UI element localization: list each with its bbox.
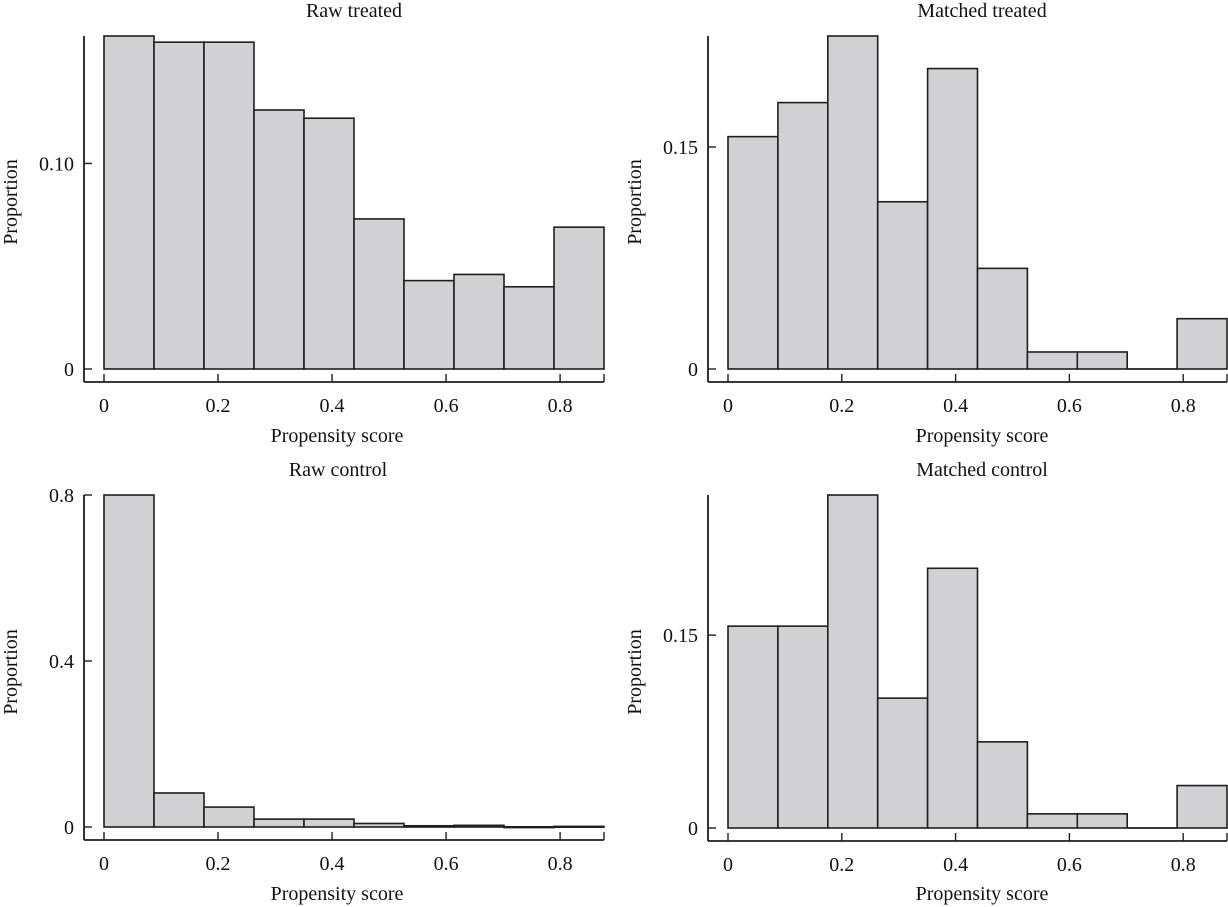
x-tick-label: 0.6 (1057, 395, 1082, 417)
histogram-bar (503, 825, 555, 829)
axes: 0 0.4 0.8 0 0.2 0.4 0.6 0.8 (49, 485, 605, 875)
histogram-bar (876, 200, 929, 370)
histogram-bar (503, 285, 555, 370)
histogram-bar (976, 741, 1029, 829)
histogram-bar (253, 818, 305, 828)
panel-matched-control: Matched control Propensity score Proport… (624, 459, 1228, 905)
panel-title: Raw treated (306, 0, 402, 22)
histogram-bar (403, 279, 455, 370)
histogram-bar (103, 35, 155, 370)
x-tick-label: 0.8 (548, 395, 573, 417)
bar-group (103, 35, 605, 370)
x-tick-label: 0 (99, 853, 109, 875)
x-tick-label: 0 (99, 395, 109, 417)
x-tick-label: 0 (723, 854, 733, 876)
histogram-bar (1076, 351, 1129, 370)
x-tick-label: 0.2 (206, 395, 231, 417)
histogram-bar (727, 135, 779, 370)
histogram-bar (203, 806, 255, 828)
histogram-bar (1176, 784, 1228, 829)
y-tick-label: 0.15 (663, 137, 698, 159)
y-tick-label: 0 (64, 359, 74, 381)
histogram-bar (1026, 813, 1079, 829)
axes: 0 0.15 0 0.2 0.4 0.6 0.8 (663, 36, 1228, 417)
panel-raw-control: Raw control Propensity score Proportion … (0, 459, 605, 905)
bar-group (103, 494, 605, 829)
x-tick-label: 0.4 (320, 853, 345, 875)
bar-group (727, 494, 1228, 829)
x-tick-label: 0 (723, 395, 733, 417)
y-axis-label: Proportion (624, 159, 646, 245)
histogram-bar (553, 825, 605, 828)
histogram-bar (153, 41, 205, 370)
x-tick-label: 0.4 (943, 395, 968, 417)
x-tick-label: 0.2 (829, 395, 854, 417)
histogram-bar (253, 109, 305, 370)
y-tick-label: 0.15 (663, 625, 698, 647)
x-tick-label: 0.2 (829, 854, 854, 876)
x-axis-label: Propensity score (271, 883, 404, 905)
histogram-bar (153, 792, 205, 828)
x-tick-label: 0.8 (548, 853, 573, 875)
y-tick-label: 0 (64, 817, 74, 839)
x-tick-label: 0.6 (1057, 854, 1082, 876)
x-tick-label: 0.8 (1171, 395, 1196, 417)
x-tick-label: 0.4 (943, 854, 968, 876)
histogram-bar (353, 218, 405, 370)
histogram-bar (777, 625, 829, 829)
x-tick-label: 0.6 (434, 395, 459, 417)
histogram-bar (876, 697, 929, 829)
histogram-bar (1076, 813, 1129, 829)
panel-title: Raw control (289, 459, 388, 481)
histogram-bar (453, 273, 505, 370)
histogram-bar (403, 824, 455, 828)
histogram-bar (353, 822, 405, 828)
x-tick-label: 0.8 (1171, 854, 1196, 876)
x-tick-label: 0.2 (206, 853, 231, 875)
histogram-bar (303, 117, 355, 370)
histogram-bar (553, 226, 605, 370)
histogram-bar (826, 494, 879, 829)
x-axis-label: Propensity score (916, 883, 1049, 905)
histogram-bar (203, 41, 255, 370)
y-tick-label: 0 (688, 359, 698, 381)
y-tick-label: 0.4 (49, 651, 74, 673)
axes: 0 0.10 0 0.2 0.4 0.6 0.8 (39, 36, 605, 417)
x-axis-label: Propensity score (271, 425, 404, 447)
y-axis-label: Proportion (0, 159, 22, 245)
histogram-bar (777, 101, 829, 370)
histogram-bar (303, 818, 355, 828)
y-tick-label: 0.8 (49, 485, 74, 507)
panel-matched-treated: Matched treated Propensity score Proport… (624, 0, 1228, 447)
histogram-bar (727, 625, 779, 829)
y-axis-label: Proportion (0, 629, 22, 715)
panel-title: Matched control (916, 459, 1048, 481)
x-axis-label: Propensity score (916, 425, 1049, 447)
histogram-bar (926, 567, 979, 829)
histogram-bar (926, 67, 979, 370)
histogram-bar (103, 494, 155, 828)
histogram-bar (826, 35, 879, 370)
histogram-bar (976, 267, 1029, 370)
histogram-bar (1176, 317, 1228, 370)
y-axis-label: Proportion (624, 629, 646, 715)
x-tick-label: 0.6 (434, 853, 459, 875)
y-tick-label: 0.10 (39, 153, 74, 175)
histogram-bar (1026, 351, 1079, 370)
bar-group (727, 35, 1228, 370)
x-tick-label: 0.4 (320, 395, 345, 417)
histogram-bar (453, 824, 505, 828)
panel-raw-treated: Raw treated Propensity score Proportion … (0, 0, 605, 447)
y-tick-label: 0 (688, 818, 698, 840)
axes: 0 0.15 0 0.2 0.4 0.6 0.8 (663, 495, 1228, 876)
panel-title: Matched treated (917, 0, 1046, 22)
